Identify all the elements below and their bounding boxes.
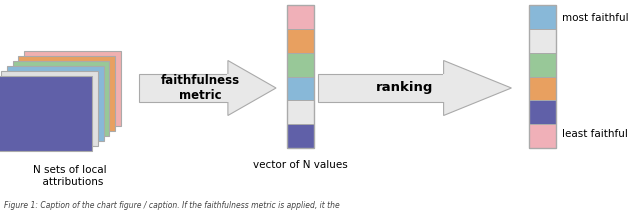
Bar <box>227 74 229 102</box>
Bar <box>1 71 98 146</box>
Bar <box>529 77 556 100</box>
Bar <box>529 29 556 53</box>
Text: Figure 1: Caption of the chart figure / caption. If the faithfulness metric is a: Figure 1: Caption of the chart figure / … <box>4 201 340 210</box>
Text: vector of N values: vector of N values <box>253 160 348 170</box>
Bar <box>24 51 121 125</box>
Bar <box>138 74 228 102</box>
Bar <box>529 5 556 29</box>
Bar <box>529 100 556 124</box>
Bar <box>13 61 109 135</box>
Bar <box>19 56 115 130</box>
Bar <box>287 124 314 148</box>
Bar <box>287 5 314 148</box>
Text: ranking: ranking <box>376 82 433 94</box>
Bar <box>7 66 104 140</box>
Bar <box>287 77 314 100</box>
Bar <box>529 124 556 148</box>
Bar <box>443 74 445 102</box>
Text: most faithful: most faithful <box>562 13 628 23</box>
Text: faithfulness
metric: faithfulness metric <box>161 74 239 102</box>
Bar <box>287 100 314 124</box>
Polygon shape <box>444 61 511 115</box>
Polygon shape <box>228 61 276 115</box>
Bar <box>317 74 444 102</box>
Bar <box>0 76 92 151</box>
Text: least faithful: least faithful <box>562 129 628 139</box>
Bar <box>287 29 314 53</box>
Text: N sets of local
  attributions: N sets of local attributions <box>33 165 106 187</box>
Bar <box>529 5 556 148</box>
Bar <box>529 53 556 77</box>
Bar <box>287 5 314 29</box>
Bar <box>287 53 314 77</box>
